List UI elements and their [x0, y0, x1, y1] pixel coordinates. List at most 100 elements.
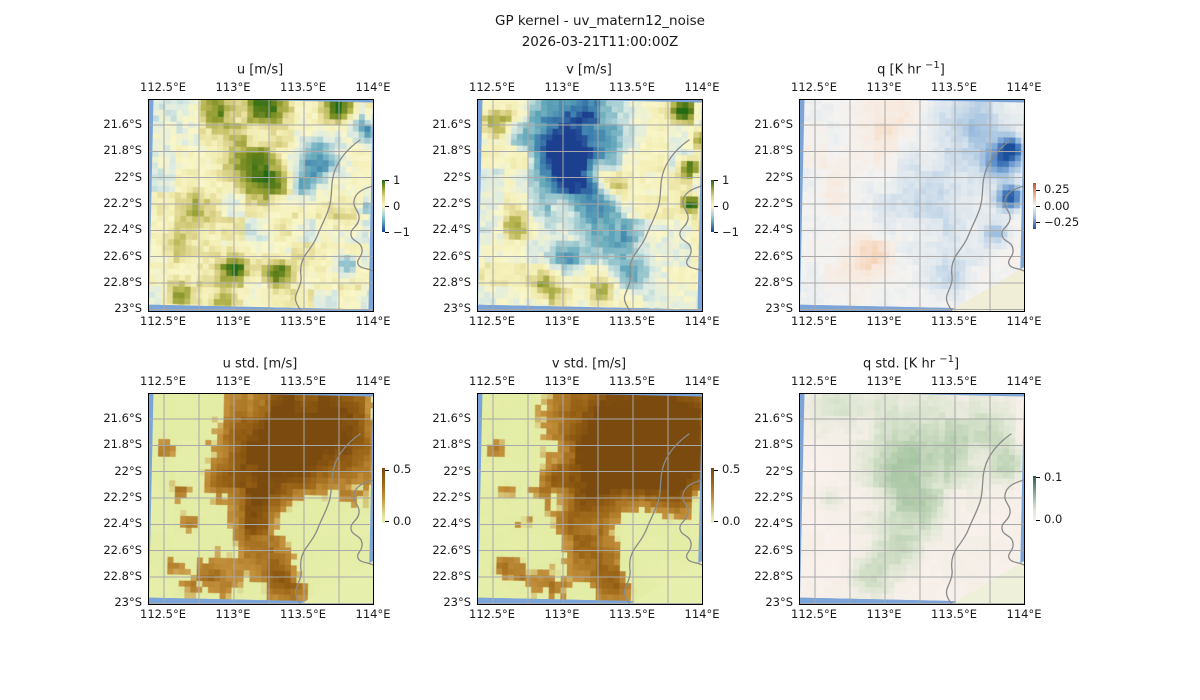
colorbar-v_std: 0.5 0.0 — [711, 462, 781, 528]
map-q — [799, 99, 1025, 312]
lat-tick-label: 22.8°S — [432, 568, 471, 583]
colorbar-q_std: 0.1 0.0 — [1033, 470, 1103, 526]
lon-tick-label: 114°E — [355, 374, 391, 388]
title-text: ] — [939, 62, 945, 78]
colorbar-gradient — [711, 180, 714, 232]
lon-tick-label: 112.5°E — [791, 374, 837, 388]
title-text: v [m/s] — [566, 62, 612, 78]
colorbar-gradient — [1033, 476, 1036, 521]
colorbar-tick-label: 0.0 — [393, 513, 412, 528]
colorbar-tick — [1036, 476, 1040, 478]
lat-tick-label: 23°S — [443, 595, 471, 610]
lat-tick-label: 21.8°S — [754, 143, 793, 158]
title-superscript: −1 — [939, 354, 954, 365]
lon-tick-label: 113°E — [866, 374, 902, 388]
coastline — [623, 139, 702, 311]
colorbar-u_std: 0.5 0.0 — [382, 462, 452, 528]
graticule — [478, 100, 702, 311]
lat-tick-label: 22.2°S — [103, 195, 142, 210]
lat-tick-label: 22.6°S — [103, 248, 142, 263]
map-u — [148, 99, 374, 312]
colorbar-tick — [385, 469, 389, 471]
coastline — [945, 139, 1024, 311]
lat-tick-label: 22°S — [443, 169, 471, 184]
lon-tick-label: 113.5°E — [280, 80, 326, 94]
lon-tick-label: 113.5°E — [609, 80, 655, 94]
subplot-title-q_std: q std. [K hr −1] — [779, 354, 1043, 372]
lat-tick-label: 21.8°S — [103, 437, 142, 452]
lon-tick-label: 113.5°E — [609, 314, 655, 328]
lat-tick-label: 22.4°S — [103, 516, 142, 531]
lon-tick-label: 112.5°E — [469, 80, 515, 94]
lat-tick-label: 21.6°S — [103, 117, 142, 131]
lon-tick-label: 112.5°E — [469, 374, 515, 388]
lat-tick-label: 22°S — [114, 169, 142, 184]
lat-tick-label: 23°S — [114, 301, 142, 316]
lon-tick-label: 114°E — [1006, 374, 1042, 388]
lon-tick-label: 114°E — [1006, 607, 1042, 621]
colorbar-gradient — [382, 468, 385, 523]
lon-tick-label: 113.5°E — [609, 374, 655, 388]
lat-tick-label: 21.6°S — [754, 117, 793, 131]
lat-tick-label: 21.8°S — [103, 143, 142, 158]
coastline — [294, 139, 373, 311]
lon-tick-label: 114°E — [684, 607, 720, 621]
lon-tick-label: 113°E — [544, 80, 580, 94]
colorbar-tick — [1036, 221, 1040, 223]
colorbar-tick — [385, 231, 389, 233]
lon-tick-label: 113°E — [866, 314, 902, 328]
lat-tick-label: 22.6°S — [103, 542, 142, 557]
coastline — [294, 433, 373, 604]
colorbar-tick-label: 0.5 — [393, 462, 412, 477]
colorbar-tick — [1036, 205, 1040, 207]
colorbar-tick — [714, 179, 718, 181]
subplot-u_std: u std. [m/s] 112.5°E 112.5°E 113°E 113°E 113.… — [103, 356, 411, 621]
graticule — [149, 394, 373, 604]
map-v_std — [477, 393, 703, 605]
lon-tick-label: 113.5°E — [931, 374, 977, 388]
colorbar-tick — [1036, 189, 1040, 191]
graticule — [149, 100, 373, 311]
colorbar-tick-label: −1 — [393, 224, 410, 239]
graticule — [800, 394, 1024, 604]
lat-tick-label: 22.6°S — [432, 542, 471, 557]
land-patch — [629, 561, 702, 604]
subplot-u: u [m/s] 112.5°E 112.5°E 113°E 113°E 113.5°E 11… — [103, 62, 410, 328]
lon-tick-label: 112.5°E — [469, 314, 515, 328]
lon-tick-label: 112.5°E — [140, 374, 186, 388]
graticule — [800, 100, 1024, 311]
lat-tick-label: 21.6°S — [103, 411, 142, 425]
lon-tick-label: 113°E — [215, 607, 251, 621]
lat-tick-label: 22.2°S — [103, 489, 142, 504]
colorbar-tick — [385, 205, 389, 207]
colorbar-gradient — [1033, 183, 1036, 229]
lat-tick-label: 21.6°S — [432, 411, 471, 425]
map-v — [477, 99, 703, 312]
colorbar-tick-label: 0.00 — [1044, 198, 1070, 213]
map-u_std — [148, 393, 374, 605]
land-patch — [300, 561, 373, 604]
lat-tick-label: 22.2°S — [754, 195, 793, 210]
lat-tick-label: 22.4°S — [103, 222, 142, 237]
lat-tick-label: 22.8°S — [754, 568, 793, 583]
map-overlay — [800, 394, 1024, 604]
colorbar-tick — [385, 179, 389, 181]
lon-tick-label: 113°E — [544, 314, 580, 328]
lat-tick-label: 22.2°S — [432, 195, 471, 210]
colorbar-v: 1 0 −1 — [711, 173, 781, 239]
lon-tick-label: 114°E — [1006, 314, 1042, 328]
colorbar-tick — [1036, 519, 1040, 521]
lat-tick-label: 23°S — [765, 301, 793, 316]
title-superscript: −1 — [925, 60, 940, 71]
lon-tick-label: 113.5°E — [609, 607, 655, 621]
colorbar-tick-label: 1 — [722, 172, 730, 187]
lon-tick-label: 113.5°E — [931, 314, 977, 328]
lat-tick-label: 23°S — [443, 301, 471, 316]
colorbar-tick — [714, 469, 718, 471]
figure-title: GP kernel - uv_matern12_noise 2026-03-21… — [0, 11, 1200, 53]
lon-tick-label: 113°E — [215, 314, 251, 328]
title-text: u std. [m/s] — [222, 356, 298, 372]
lat-tick-label: 21.8°S — [754, 437, 793, 452]
colorbar-tick-label: 1 — [393, 172, 401, 187]
lat-tick-label: 22.6°S — [754, 248, 793, 263]
